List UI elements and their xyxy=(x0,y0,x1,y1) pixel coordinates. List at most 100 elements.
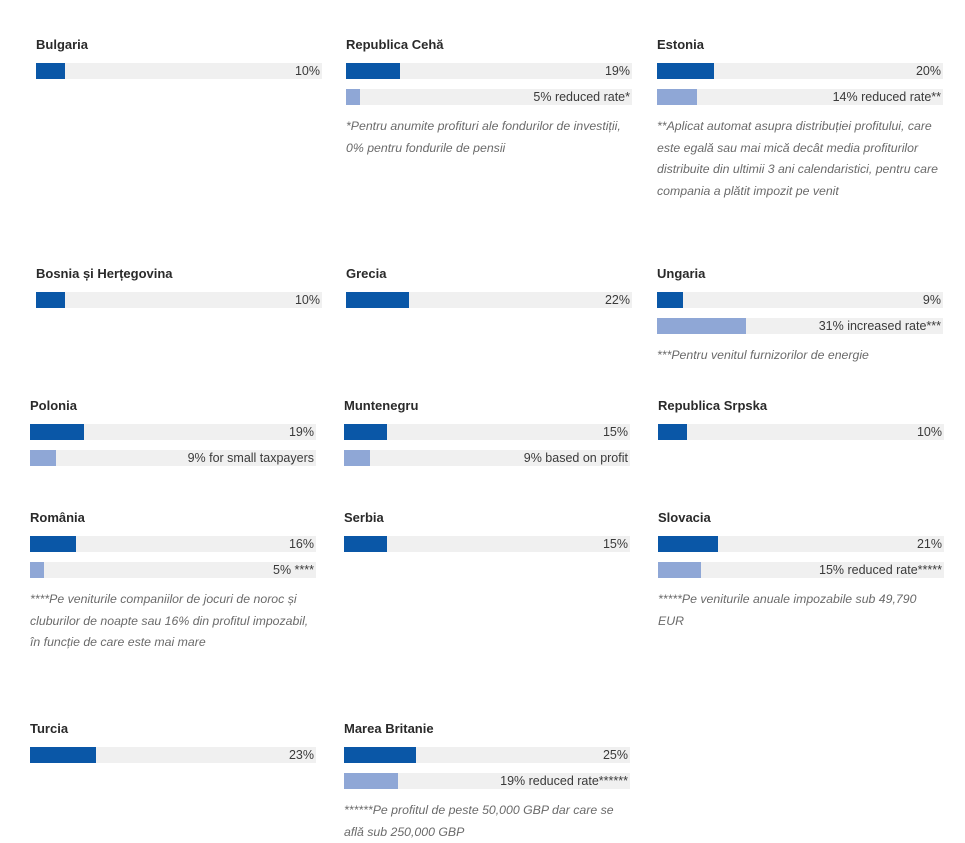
country-card-muntenegru: Muntenegru 15% 9% based on profit xyxy=(344,397,630,466)
bar-fill xyxy=(344,450,370,466)
country-card-ungaria: Ungaria 9% 31% increased rate*** ***Pent… xyxy=(657,265,943,367)
country-name: Marea Britanie xyxy=(344,721,434,736)
bar-track: 15% xyxy=(344,536,630,552)
bar-fill xyxy=(657,63,715,79)
bar-label: 9% based on profit xyxy=(523,451,628,465)
bar-label: 22% xyxy=(604,293,630,307)
bar-fill xyxy=(346,63,401,79)
bar-track: 10% xyxy=(36,63,322,79)
bar-track: 22% xyxy=(346,292,632,308)
bar-label: 5% **** xyxy=(273,563,314,577)
bar-label: 10% xyxy=(294,64,320,78)
bar-track: 15% reduced rate***** xyxy=(658,562,944,578)
country-name: Turcia xyxy=(30,721,69,736)
bar-label: 19% xyxy=(604,64,630,78)
bar-track: 31% increased rate*** xyxy=(657,318,943,334)
country-card-bosnia: Bosnia și Herțegovina 10% xyxy=(36,265,322,308)
country-card-marea-britanie: Marea Britanie 25% 19% reduced rate*****… xyxy=(344,720,630,843)
bar-fill xyxy=(657,292,683,308)
bar-fill xyxy=(30,450,56,466)
bar-label: 15% xyxy=(602,425,628,439)
bar-label: 10% xyxy=(294,293,320,307)
country-name: Serbia xyxy=(344,510,384,525)
bar-track: 16% xyxy=(30,536,316,552)
bar-label: 31% increased rate*** xyxy=(818,319,941,333)
bar-fill xyxy=(30,536,76,552)
bar-label: 15% reduced rate***** xyxy=(819,563,942,577)
bar-fill xyxy=(344,424,387,440)
bar-track: 14% reduced rate** xyxy=(657,89,943,105)
bar-track: 23% xyxy=(30,747,316,763)
bar-track: 21% xyxy=(658,536,944,552)
country-name: Estonia xyxy=(657,37,704,52)
country-card-bulgaria: Bulgaria 10% xyxy=(36,36,322,79)
bar-label: 16% xyxy=(288,537,314,551)
bar-fill xyxy=(30,562,45,578)
country-card-romania: România 16% 5% **** ****Pe veniturile co… xyxy=(30,509,316,654)
bar-track: 5% **** xyxy=(30,562,316,578)
bar-label: 19% xyxy=(288,425,314,439)
bar-track: 10% xyxy=(36,292,322,308)
bar-label: 5% reduced rate* xyxy=(533,90,630,104)
country-name: Muntenegru xyxy=(344,398,419,413)
bar-label: 19% reduced rate****** xyxy=(500,774,628,788)
bar-fill xyxy=(657,89,698,105)
bar-label: 15% xyxy=(602,537,628,551)
bar-fill xyxy=(657,318,746,334)
bar-track: 19% xyxy=(30,424,316,440)
bar-fill xyxy=(658,424,687,440)
bar-track: 19% reduced rate****** xyxy=(344,773,630,789)
country-card-slovacia: Slovacia 21% 15% reduced rate***** *****… xyxy=(658,509,944,632)
bar-label: 25% xyxy=(602,748,628,762)
bar-track: 15% xyxy=(344,424,630,440)
country-name: România xyxy=(30,510,85,525)
bar-fill xyxy=(36,63,65,79)
country-card-polonia: Polonia 19% 9% for small taxpayers xyxy=(30,397,316,466)
footnote: ***Pentru venitul furnizorilor de energi… xyxy=(657,348,869,362)
footnote: *Pentru anumite profituri ale fondurilor… xyxy=(346,119,621,155)
country-name: Bulgaria xyxy=(36,37,89,52)
bar-track: 9% xyxy=(657,292,943,308)
bar-fill xyxy=(658,536,719,552)
country-name: Grecia xyxy=(346,266,387,281)
bar-fill xyxy=(30,424,85,440)
bar-fill xyxy=(344,773,399,789)
bar-fill xyxy=(344,747,416,763)
bar-fill xyxy=(36,292,65,308)
bar-label: 23% xyxy=(288,748,314,762)
bar-track: 9% for small taxpayers xyxy=(30,450,316,466)
bar-fill xyxy=(346,292,409,308)
bar-track: 9% based on profit xyxy=(344,450,630,466)
bar-label: 14% reduced rate** xyxy=(832,90,941,104)
bar-fill xyxy=(344,536,387,552)
bar-label: 9% for small taxpayers xyxy=(187,451,314,465)
country-name: Republica Srpska xyxy=(658,398,768,413)
country-name: Ungaria xyxy=(657,266,706,281)
bar-label: 20% xyxy=(915,64,941,78)
country-card-turcia: Turcia 23% xyxy=(30,720,316,763)
bar-label: 9% xyxy=(922,293,941,307)
country-card-republica-srpska: Republica Srpska 10% xyxy=(658,397,944,440)
bar-label: 21% xyxy=(916,537,942,551)
country-card-republica-ceha: Republica Cehă 19% 5% reduced rate* *Pen… xyxy=(346,36,632,159)
footnote: **Aplicat automat asupra distribuției pr… xyxy=(657,119,938,198)
country-card-serbia: Serbia 15% xyxy=(344,509,630,552)
footnote: *****Pe veniturile anuale impozabile sub… xyxy=(658,592,917,628)
country-name: Republica Cehă xyxy=(346,37,444,52)
country-name: Slovacia xyxy=(658,510,711,525)
country-card-grecia: Grecia 22% xyxy=(346,265,632,308)
bar-track: 25% xyxy=(344,747,630,763)
bar-track: 20% xyxy=(657,63,943,79)
country-name: Polonia xyxy=(30,398,77,413)
bar-fill xyxy=(30,747,96,763)
bar-fill xyxy=(658,562,701,578)
bar-track: 10% xyxy=(658,424,944,440)
footnote: ****Pe veniturile companiilor de jocuri … xyxy=(30,592,309,649)
bar-track: 19% xyxy=(346,63,632,79)
country-card-estonia: Estonia 20% 14% reduced rate** **Aplicat… xyxy=(657,36,943,202)
bar-fill xyxy=(346,89,361,105)
footnote: ******Pe profitul de peste 50,000 GBP da… xyxy=(344,803,614,839)
country-name: Bosnia și Herțegovina xyxy=(36,266,173,281)
bar-track: 5% reduced rate* xyxy=(346,89,632,105)
bar-label: 10% xyxy=(916,425,942,439)
